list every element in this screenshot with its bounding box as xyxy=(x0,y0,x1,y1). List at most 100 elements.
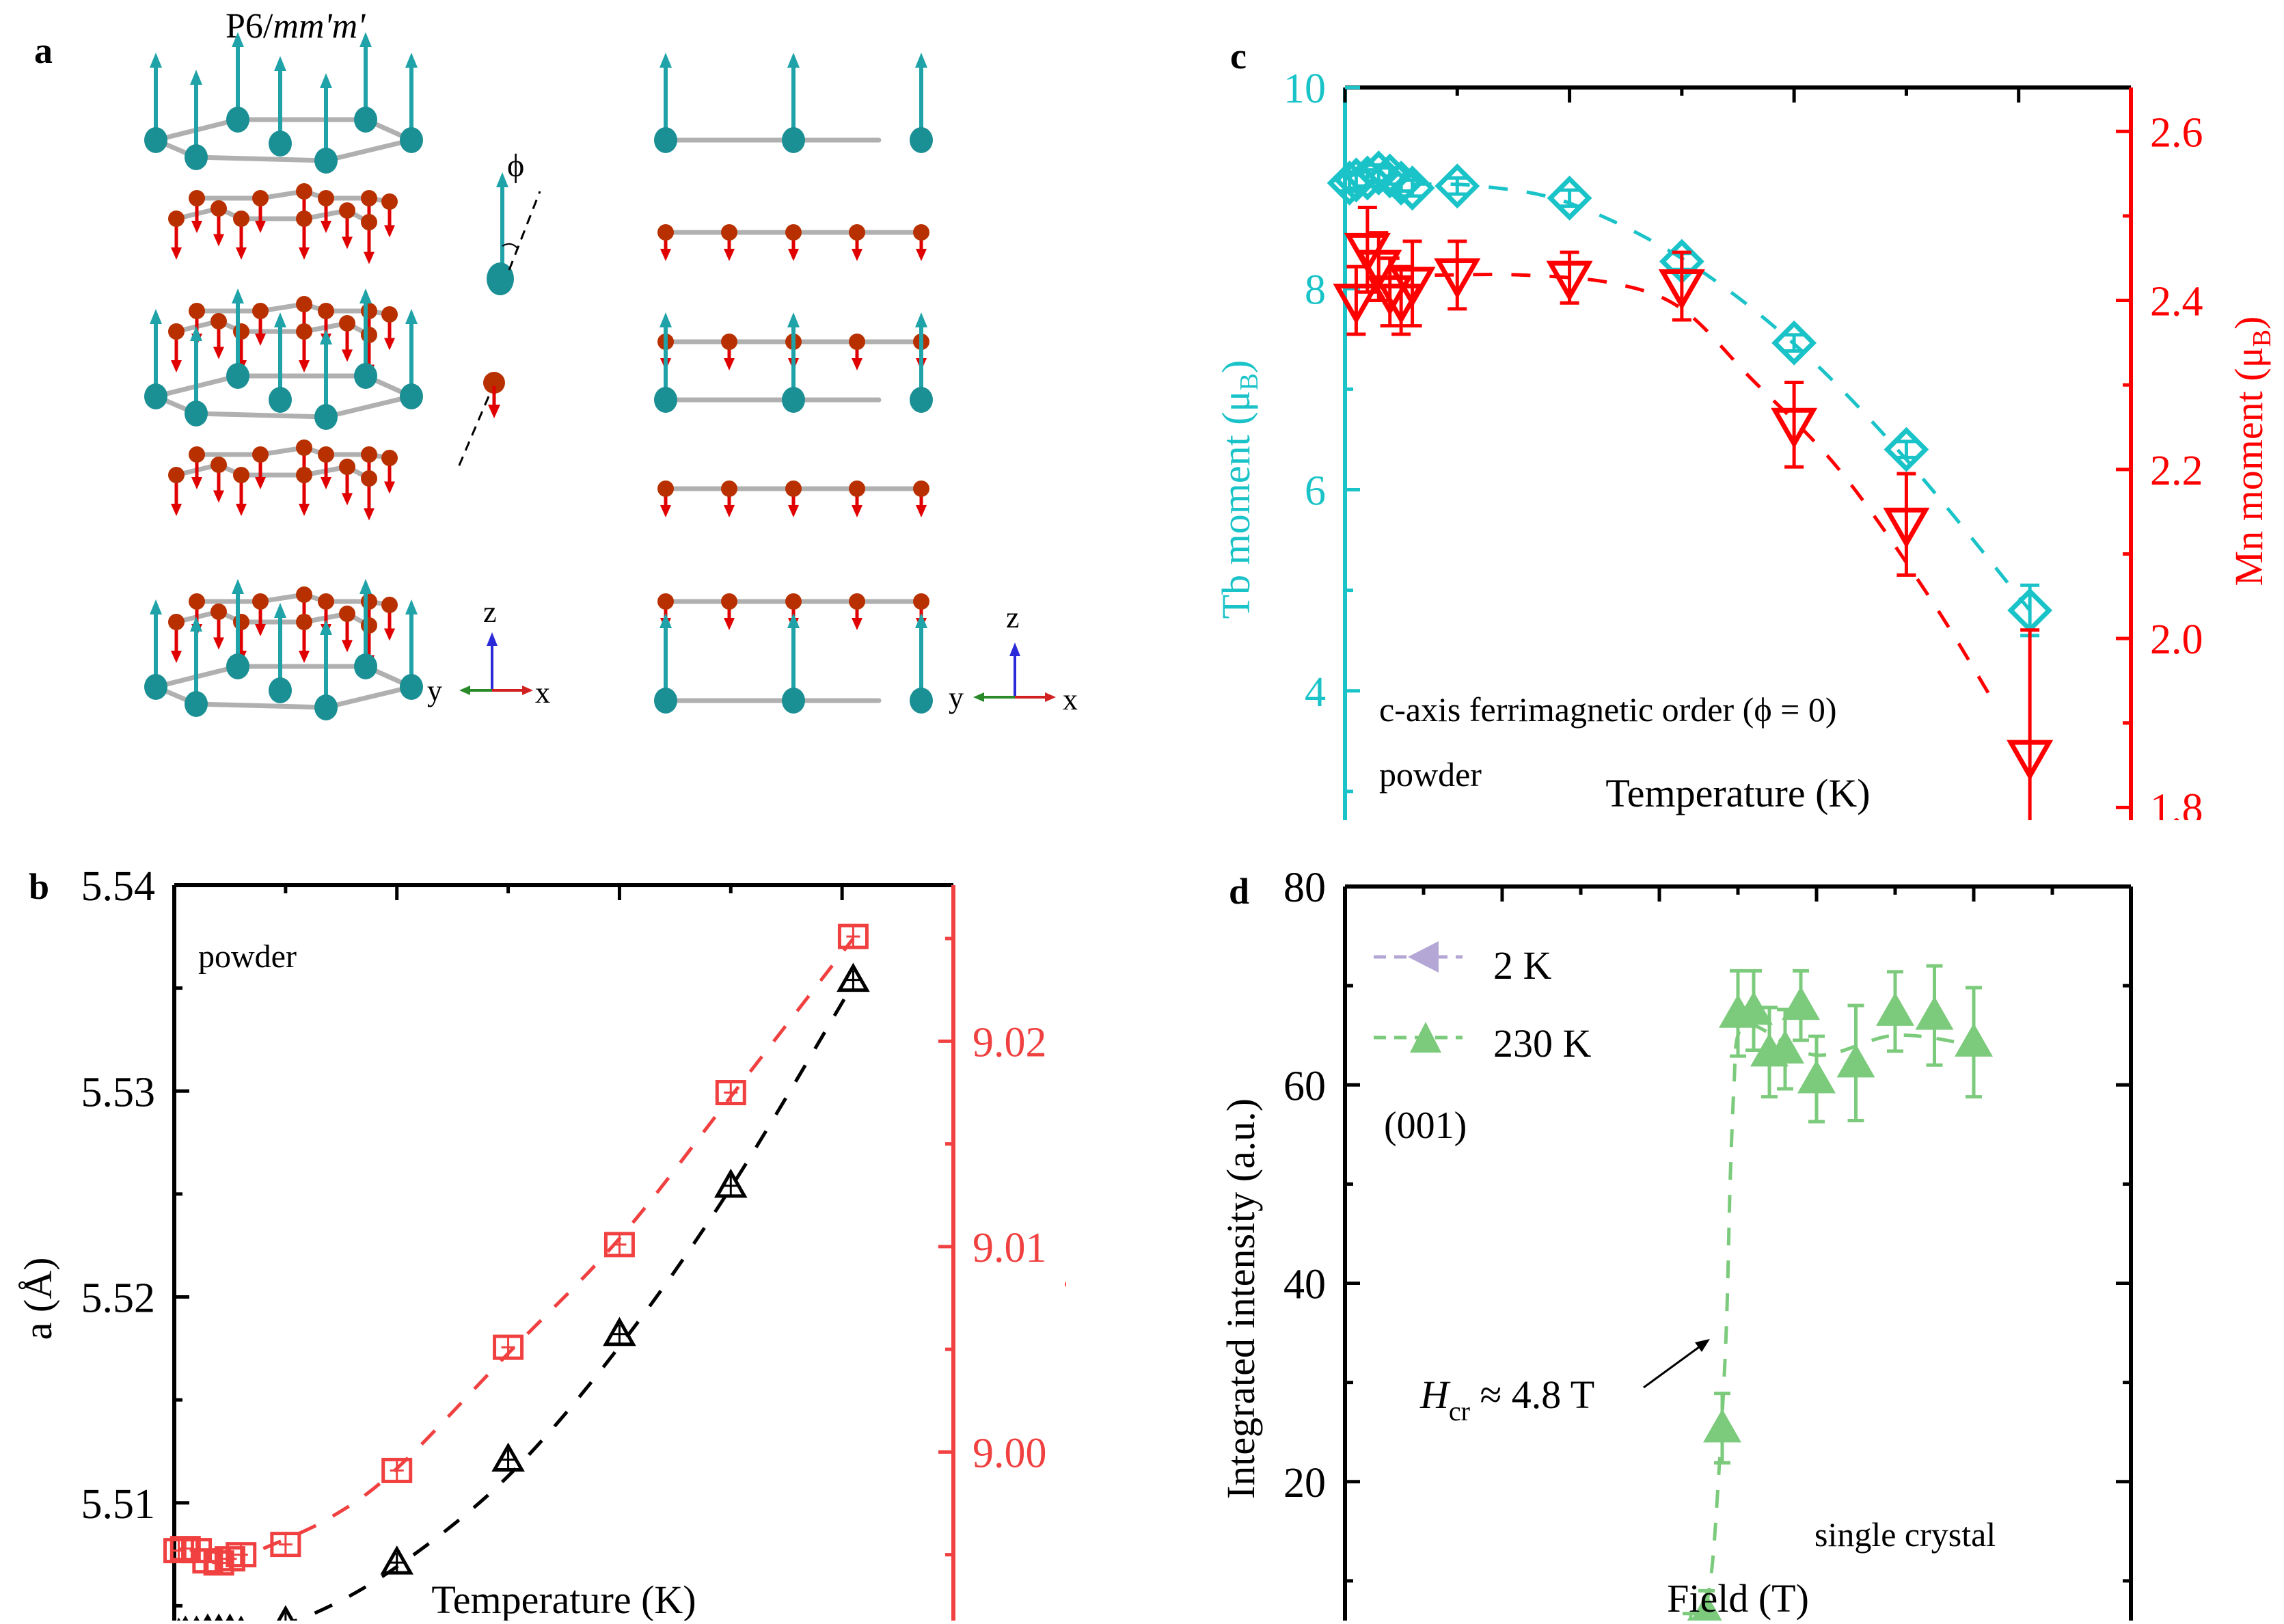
mn-atom xyxy=(381,597,398,613)
y-tick-label-right: 1.8 xyxy=(2150,785,2203,820)
x-label: x xyxy=(535,676,550,709)
inset-mn-arrowhead xyxy=(488,405,500,418)
mn-arrowhead xyxy=(171,360,182,373)
tb-atom xyxy=(354,107,377,133)
mn-data-point xyxy=(1883,507,1930,549)
legend-label-2K: 2 K xyxy=(1493,943,1552,988)
chart-c: c 01002003002468101.82.02.22.42.6 Temper… xyxy=(1214,36,2276,977)
mn-atom xyxy=(168,211,185,227)
mn-atom xyxy=(252,303,269,319)
mn-atom xyxy=(252,446,269,463)
mn-data-point xyxy=(2007,740,2054,781)
tb-atom xyxy=(144,674,167,700)
legend-item-230K: 230 K xyxy=(1374,1021,1592,1066)
tb-data-point xyxy=(1378,160,1424,206)
mn-atom xyxy=(785,593,802,610)
mn-arrowhead xyxy=(321,477,331,489)
tb-atom xyxy=(269,387,292,413)
mn-arrowhead xyxy=(299,360,310,373)
mn-arrowhead xyxy=(724,249,735,261)
mn-atom xyxy=(252,593,269,610)
axes-triad-left: z y x xyxy=(427,595,550,709)
mn-atom xyxy=(361,470,377,487)
space-group-label: P6/mm'm' xyxy=(226,7,366,46)
mn-atom xyxy=(785,481,802,497)
mn-atom xyxy=(296,586,312,603)
bond xyxy=(323,394,414,420)
tb-atom xyxy=(269,131,292,157)
y-tick-label: 40 xyxy=(1283,1262,1326,1308)
mn-arrowhead xyxy=(213,347,224,360)
y-tick-label-left: 5.52 xyxy=(81,1275,156,1322)
tb-arrowhead xyxy=(232,579,244,594)
mn-data-point xyxy=(1434,258,1481,299)
tb-arrowhead xyxy=(274,603,286,618)
mn-arrowhead xyxy=(384,481,395,494)
mn-data-point xyxy=(1658,269,1705,310)
tb-arrowhead xyxy=(405,309,418,324)
tb-atom xyxy=(400,127,423,153)
tb-atom xyxy=(314,404,338,430)
mn-data-point xyxy=(1333,284,1380,325)
mn-atom xyxy=(318,593,334,610)
legend-marker-230K xyxy=(1410,1022,1441,1053)
tb-atom xyxy=(185,691,208,717)
mn-atom xyxy=(318,303,334,319)
perspective-structure xyxy=(144,32,423,720)
panel-label-a: a xyxy=(34,30,53,71)
panel-b-lattice-vs-temperature: b 01002003005.505.515.525.535.548.999.00… xyxy=(0,820,1110,1624)
mn-atom xyxy=(168,323,185,340)
tb-arrowhead xyxy=(359,288,372,303)
tb-arrowhead xyxy=(405,599,418,614)
mn-atom xyxy=(721,334,737,350)
mn-arrowhead xyxy=(213,234,224,247)
230K-data-point xyxy=(1766,1030,1804,1064)
annotation-sample: single crystal xyxy=(1814,1515,1996,1554)
side-view-structure xyxy=(654,53,933,714)
tb-atom xyxy=(226,363,249,389)
y-tick-label: 20 xyxy=(1283,1460,1326,1506)
y-tick-label-left: 8 xyxy=(1305,267,1326,313)
y-tick-label-left: 6 xyxy=(1305,468,1326,515)
mn-arrowhead xyxy=(171,651,182,663)
inset-dashed-line-top xyxy=(508,191,541,271)
tb-arrowhead xyxy=(660,312,672,327)
mn-atom xyxy=(913,593,929,610)
tb-atom xyxy=(910,387,933,413)
y-axis-label-left: a (Å) xyxy=(16,1258,60,1340)
mn-atom xyxy=(318,190,334,206)
tb-arrowhead xyxy=(915,613,927,628)
tb-data-point xyxy=(1435,163,1480,209)
c-data-point xyxy=(837,923,869,949)
c-data-point xyxy=(226,1542,257,1568)
tb-atom xyxy=(269,677,292,703)
mn-arrowhead xyxy=(191,477,202,489)
mn-arrowhead xyxy=(342,640,353,653)
arrow-head xyxy=(1695,1339,1710,1352)
mn-atom xyxy=(189,190,205,206)
x-label: x xyxy=(1063,683,1078,716)
tb-data-point xyxy=(1547,175,1592,221)
tb-atom xyxy=(782,688,805,714)
chart-b: b 01002003005.505.515.525.535.548.999.00… xyxy=(16,863,1110,1624)
mn-arrowhead xyxy=(255,334,266,346)
z-arrowhead xyxy=(487,632,498,646)
tb-arrowhead xyxy=(320,329,332,344)
mn-arrowhead xyxy=(342,493,353,506)
tb-data-point xyxy=(1884,427,1929,472)
phi-angle-inset xyxy=(455,172,541,472)
230K-data-point xyxy=(1915,996,1954,1030)
y-tick-label-right: 2.4 xyxy=(2150,279,2203,325)
mn-atom xyxy=(233,467,249,483)
bond xyxy=(193,411,329,420)
tb-atom xyxy=(185,401,208,427)
tb-arrowhead xyxy=(232,288,244,303)
tb-atom xyxy=(654,127,677,153)
mn-fit-line xyxy=(1435,273,1998,707)
230K-data-point xyxy=(1955,1023,1993,1057)
bond xyxy=(323,137,414,163)
panel-d-intensity-vs-field: d 0246810020406080 Field (T) Integrated … xyxy=(1216,820,2283,1624)
bond xyxy=(193,701,329,710)
230K-data-point xyxy=(1703,1409,1741,1443)
legend-marker-2K xyxy=(1408,941,1439,973)
